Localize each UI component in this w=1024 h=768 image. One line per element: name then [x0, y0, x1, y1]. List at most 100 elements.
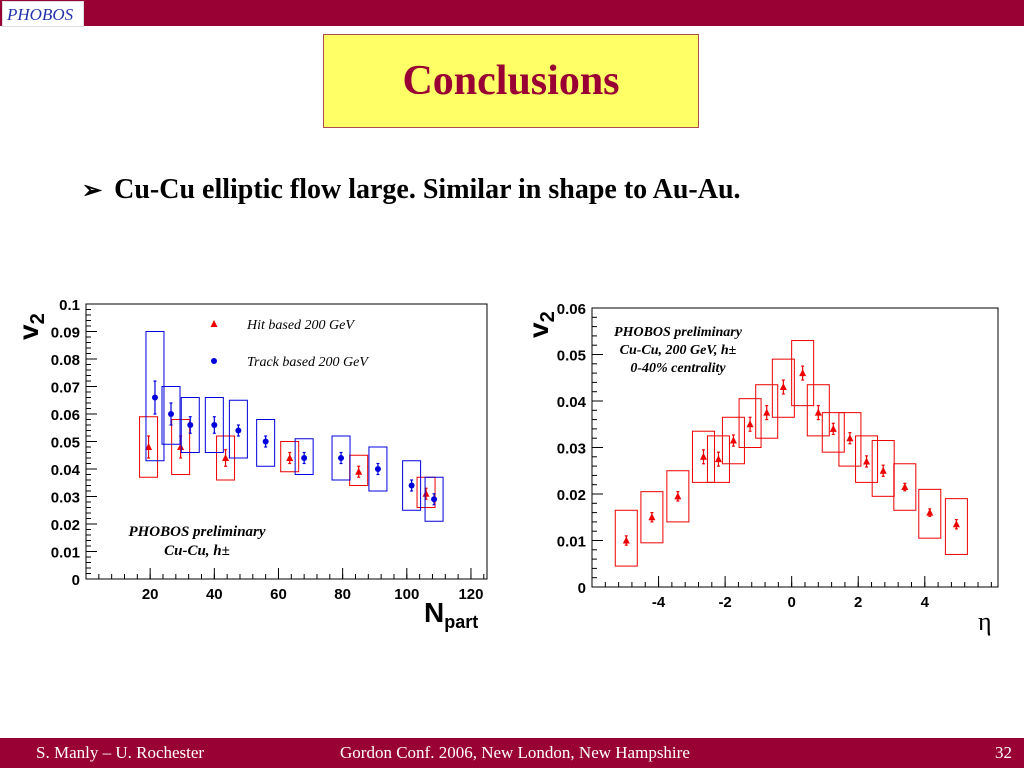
- data-point-triangle: [699, 452, 707, 460]
- x-tick-label: 120: [458, 586, 483, 603]
- systematic-box: [893, 463, 917, 511]
- y-tick-label: 0.03: [51, 490, 80, 507]
- data-point-triangle: [674, 492, 682, 500]
- systematic-box: [838, 412, 862, 467]
- annotation-text: PHOBOS preliminary: [614, 325, 743, 340]
- data-point-circle: [168, 411, 175, 417]
- data-point-circle: [374, 466, 381, 472]
- systematic-box: [331, 435, 351, 481]
- v2-vs-eta-chart: 0 0.01 0.02 0.03 0.04 0.05 0.06 -4 -2 0 2 4 v2 η PHOBO…: [523, 301, 999, 636]
- x-tick-label: 40: [206, 586, 223, 603]
- data-point-triangle: [926, 508, 934, 516]
- data-point-circle: [235, 427, 242, 434]
- x-tick-label: 20: [142, 586, 159, 603]
- top-bar: PHOBOS: [0, 0, 1024, 27]
- x-tick-label: -4: [652, 594, 666, 611]
- data-point-triangle: [952, 520, 960, 528]
- data-point-circle: [338, 455, 345, 461]
- x-axis-label: η: [978, 607, 992, 636]
- data-point-triangle: [648, 513, 656, 521]
- data-point-triangle: [846, 434, 854, 442]
- x-tick-label: 4: [921, 594, 930, 611]
- phobos-logo: PHOBOS: [2, 1, 84, 27]
- data-point-triangle: [729, 436, 737, 444]
- systematic-box: [918, 488, 942, 539]
- data-point-circle: [431, 496, 438, 503]
- systematic-box: [640, 491, 664, 544]
- y-axis-label: v2: [523, 311, 559, 338]
- x-tick-label: 100: [394, 586, 419, 603]
- y-tick-label: 0.1: [59, 297, 80, 314]
- systematic-box: [791, 340, 815, 407]
- systematic-box: [944, 498, 968, 555]
- x-tick-label: -2: [718, 594, 731, 611]
- legend-marker-triangle: [210, 320, 218, 327]
- data-point-triangle: [222, 454, 230, 461]
- x-axis-label: Npart: [424, 597, 478, 632]
- data-point-triangle: [779, 383, 787, 391]
- data-point-circle: [211, 422, 218, 428]
- systematic-box: [706, 435, 730, 483]
- title-box: Conclusions: [323, 34, 699, 128]
- data-point-triangle: [799, 369, 807, 377]
- systematic-box: [806, 384, 830, 437]
- data-point-triangle: [422, 489, 430, 497]
- logo-text: PHOBOS: [6, 5, 74, 24]
- systematic-box: [161, 386, 181, 445]
- annotation-text: Cu-Cu, 200 GeV, h±: [620, 343, 737, 358]
- y-tick-label: 0.04: [557, 394, 587, 411]
- y-tick-label: 0.08: [51, 352, 80, 369]
- systematic-box: [614, 509, 638, 567]
- data-point-circle: [408, 482, 415, 489]
- data-point-circle: [301, 455, 308, 461]
- plot-frame: [591, 307, 999, 588]
- y-tick-label: 0.06: [51, 407, 80, 424]
- data-point-triangle: [879, 466, 887, 474]
- x-tick-label: 60: [270, 586, 287, 603]
- data-point-triangle: [355, 467, 363, 475]
- systematic-box: [368, 446, 388, 492]
- systematic-box: [738, 398, 762, 449]
- systematic-box: [821, 412, 845, 453]
- data-point-circle: [187, 422, 194, 428]
- data-point-triangle: [763, 408, 771, 416]
- slide-title: Conclusions: [402, 58, 620, 104]
- bullet-arrow-icon: ➢: [82, 177, 103, 204]
- y-tick-label: 0: [72, 572, 80, 589]
- y-tick-label: 0.05: [51, 435, 80, 452]
- systematic-box: [228, 399, 248, 459]
- footer-bar: S. Manly – U. Rochester Gordon Conf. 200…: [0, 738, 1024, 768]
- v2-vs-npart-chart: 0 0.01 0.02 0.03 0.04 0.05 0.06 0.07 0.08 0.09 0.1…: [13, 297, 488, 632]
- data-point-triangle: [622, 536, 630, 544]
- data-point-triangle: [901, 483, 909, 491]
- legend-label: Track based 200 GeV: [247, 355, 369, 370]
- systematic-box: [402, 460, 422, 511]
- data-point-triangle: [177, 443, 185, 450]
- annotation-text: PHOBOS preliminary: [128, 524, 265, 540]
- systematic-box: [145, 331, 165, 462]
- systematic-box: [771, 358, 795, 418]
- y-tick-label: 0.01: [557, 534, 586, 551]
- data-point-triangle: [829, 424, 837, 432]
- y-tick-label: 0.03: [557, 441, 586, 458]
- y-tick-label: 0.05: [557, 348, 586, 365]
- systematic-box: [666, 470, 690, 523]
- y-tick-label: 0.02: [51, 517, 80, 534]
- data-point-triangle: [145, 443, 153, 450]
- series-1: [145, 331, 444, 522]
- y-tick-label: 0.02: [557, 487, 586, 504]
- y-tick-label: 0.09: [51, 325, 80, 342]
- legend-marker-circle: [211, 358, 217, 364]
- systematic-box: [180, 397, 200, 453]
- data-point-triangle: [714, 455, 722, 463]
- x-tick-label: 80: [334, 586, 351, 603]
- series-0: [614, 340, 968, 567]
- bullet-point: ➢ Cu-Cu elliptic flow large. Similar in …: [82, 170, 741, 210]
- data-point-circle: [262, 438, 269, 445]
- footer-author: S. Manly – U. Rochester: [36, 743, 205, 762]
- systematic-box: [256, 419, 276, 467]
- y-tick-label: 0.06: [557, 301, 586, 318]
- y-tick-label: 0.07: [51, 380, 80, 397]
- y-tick-label: 0.04: [51, 462, 81, 479]
- systematic-box: [691, 430, 715, 483]
